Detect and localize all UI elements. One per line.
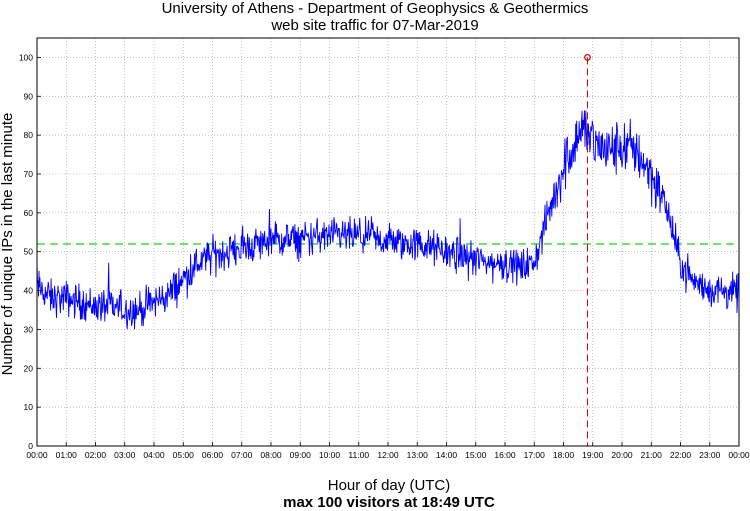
chart-title: University of Athens - Department of Geo… (162, 0, 589, 17)
x-tick-label: 18:00 (553, 450, 575, 460)
y-tick-label: 30 (24, 324, 34, 334)
y-tick-label: 80 (24, 130, 34, 140)
x-tick-label: 22:00 (670, 450, 692, 460)
x-tick-label: 05:00 (173, 450, 195, 460)
x-axis-label: Hour of day (UTC) (328, 477, 451, 494)
x-tick-label: 01:00 (56, 450, 78, 460)
x-tick-label: 19:00 (582, 450, 604, 460)
series-line (36, 110, 740, 330)
y-tick-label: 40 (24, 286, 34, 296)
y-tick-label: 20 (24, 363, 34, 373)
x-tick-label: 00:00 (26, 450, 48, 460)
x-tick-label: 02:00 (85, 450, 107, 460)
y-tick-label: 60 (24, 208, 34, 218)
x-tick-label: 17:00 (524, 450, 546, 460)
x-tick-label: 23:00 (699, 450, 721, 460)
x-tick-label: 11:00 (348, 450, 369, 460)
x-tick-label: 13:00 (407, 450, 429, 460)
x-axis-ticks: 00:00 01:00 02:00 03:00 04:00 05:00 06:00 07:00… (26, 442, 750, 460)
y-tick-label: 70 (24, 169, 34, 179)
plot-frame (36, 37, 740, 447)
x-tick-label: 20:00 (611, 450, 633, 460)
y-axis-ticks: 0 10 20 30 40 50 60 70 80 90 100 (19, 52, 41, 451)
x-tick-label: 07:00 (231, 450, 253, 460)
x-tick-label: 04:00 (143, 450, 165, 460)
y-tick-label: 0 (28, 441, 33, 451)
y-tick-label: 100 (19, 52, 33, 62)
x-tick-label: 03:00 (114, 450, 136, 460)
max-point-marker (584, 54, 591, 61)
x-tick-label: 16:00 (494, 450, 516, 460)
x-tick-label: 06:00 (202, 450, 224, 460)
x-tick-label: 14:00 (436, 450, 458, 460)
y-axis-label: Number of unique IPs in the last minute (0, 113, 16, 376)
x-tick-label: 08:00 (260, 450, 282, 460)
x-tick-label: 00:00 (728, 450, 750, 460)
x-tick-label: 09:00 (290, 450, 312, 460)
y-tick-label: 90 (24, 91, 34, 101)
x-tick-label: 21:00 (641, 450, 663, 460)
x-tick-label: 15:00 (465, 450, 487, 460)
chart-subtitle: web site traffic for 07-Mar-2019 (270, 17, 478, 34)
y-tick-label: 10 (24, 402, 34, 412)
y-tick-label: 50 (24, 247, 34, 257)
x-tick-label: 12:00 (377, 450, 399, 460)
max-visitors-note: max 100 visitors at 18:49 UTC (283, 494, 495, 511)
x-tick-label: 10:00 (319, 450, 341, 460)
